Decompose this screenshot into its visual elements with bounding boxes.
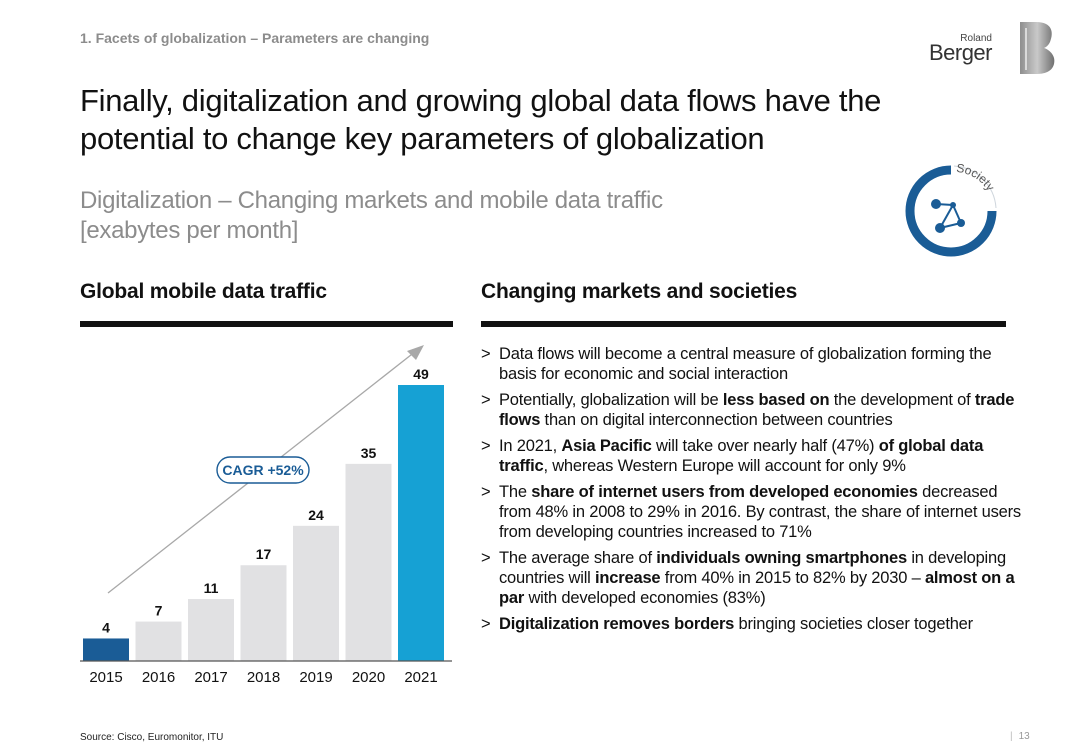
bar-2015 xyxy=(83,638,129,661)
logo-b-mark xyxy=(1020,22,1055,74)
bullet-bold-text: share of internet users from developed e… xyxy=(531,483,918,501)
bullet-text: in developing countries will xyxy=(499,549,1006,587)
bullet-bold-text: Digitalization removes borders xyxy=(499,615,735,633)
data-label-2019: 24 xyxy=(308,507,324,523)
bar-2021 xyxy=(398,385,444,661)
page-title: Finally, digitalization and growing glob… xyxy=(80,83,882,156)
data-label-2017: 11 xyxy=(204,580,219,596)
data-label-2020: 35 xyxy=(361,445,377,461)
bar-2017 xyxy=(188,599,234,661)
bullet-bold-text: individuals owning smartphones xyxy=(656,549,907,567)
left-section-rule xyxy=(80,321,453,327)
bullet-item: Potentially, globalization will be less … xyxy=(481,390,1021,430)
bullet-text: , whereas Western Europe will account fo… xyxy=(543,457,906,475)
bullet-text: from 40% in 2015 to 82% by 2030 – xyxy=(660,569,925,587)
logo-text-small: Roland xyxy=(960,33,992,44)
bullet-bold-text: of global data traffic xyxy=(499,437,984,475)
tick-label-2021: 2021 xyxy=(404,669,437,686)
bullet-item: Data flows will become a central measure… xyxy=(481,344,1021,384)
bullet-text: Potentially, globalization will be xyxy=(499,391,723,409)
page-number-value: 13 xyxy=(1018,731,1030,742)
data-label-2021: 49 xyxy=(413,366,429,382)
mobile-data-traffic-chart: 4 2015 7 2016 11 2017 17 2018 24 2019 35 2020 49 2021… xyxy=(80,345,452,686)
bullet-text: will take over nearly half (47%) xyxy=(651,437,879,455)
cagr-label: CAGR +52% xyxy=(222,462,304,478)
bullet-item: In 2021, Asia Pacific will take over nea… xyxy=(481,436,1021,476)
cagr-badge xyxy=(216,456,310,484)
bullet-list: Data flows will become a central measure… xyxy=(481,344,1021,640)
bullet-bold-text: Asia Pacific xyxy=(561,437,652,455)
tick-label-2017: 2017 xyxy=(194,669,227,686)
source-note: Source: Cisco, Euromonitor, ITU xyxy=(80,732,224,743)
bullet-text: The xyxy=(499,483,532,501)
bar-2020 xyxy=(345,463,392,661)
bullet-text: Data flows will become a central measure… xyxy=(499,345,992,383)
bullet-bold-text: less based on xyxy=(722,391,830,409)
data-label-2018: 17 xyxy=(256,546,272,562)
tick-label-2018: 2018 xyxy=(247,669,280,686)
tick-label-2020: 2020 xyxy=(352,669,385,686)
data-label-2015: 4 xyxy=(102,619,110,635)
bullet-text: with developed economies (83%) xyxy=(524,589,766,607)
bullet-bold-text: trade flows xyxy=(499,391,1015,429)
bullet-bold-text: increase xyxy=(595,569,661,587)
svg-text:Society: Society xyxy=(956,161,998,193)
bullet-text: decreased from 48% in 2008 to 29% in 201… xyxy=(499,483,1021,541)
page-number: | 13 xyxy=(1010,731,1030,742)
bullet-item: Digitalization removes borders bringing … xyxy=(481,614,1021,634)
page-subtitle: Digitalization – Changing markets and mo… xyxy=(80,187,663,244)
bullet-bold-text: almost on a par xyxy=(499,569,1015,607)
roland-berger-logo: Roland Berger xyxy=(929,20,1058,76)
bullet-text: than on digital interconnection between … xyxy=(540,411,893,429)
bar-2018 xyxy=(240,565,287,661)
bullet-item: The average share of individuals owning … xyxy=(481,548,1021,608)
bullet-item: The share of internet users from develop… xyxy=(481,482,1021,542)
left-section-title: Global mobile data traffic xyxy=(80,280,327,303)
right-section-rule xyxy=(481,321,1006,327)
data-label-2016: 7 xyxy=(155,603,163,619)
bullet-text: In 2021, xyxy=(499,437,562,455)
bullet-text: bringing societies closer together xyxy=(734,615,974,633)
trend-arrow-head xyxy=(407,345,424,360)
right-section-title: Changing markets and societies xyxy=(481,280,798,303)
bullet-text: the development of xyxy=(829,391,975,409)
breadcrumb: 1. Facets of globalization – Parameters … xyxy=(80,30,430,46)
tick-label-2016: 2016 xyxy=(142,669,175,686)
bar-2016 xyxy=(135,621,182,661)
bullet-text: The average share of xyxy=(499,549,657,567)
bar-2019 xyxy=(293,525,339,661)
society-icon: Society xyxy=(905,161,998,257)
logo-text-big: Berger xyxy=(928,40,993,65)
tick-label-2015: 2015 xyxy=(89,669,122,686)
tick-label-2019: 2019 xyxy=(299,669,332,686)
society-label: Society xyxy=(956,161,998,193)
